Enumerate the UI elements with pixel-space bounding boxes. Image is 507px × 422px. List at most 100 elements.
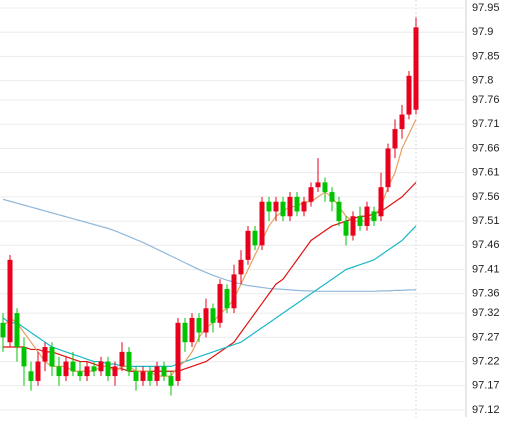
candle-body	[259, 201, 265, 246]
candle-body	[203, 308, 209, 333]
candle	[56, 356, 62, 386]
candle	[350, 211, 356, 241]
moving-average-line	[2, 225, 417, 368]
candle-body	[294, 196, 300, 212]
candle-body	[70, 361, 76, 372]
y-tick-label: 97.32	[472, 307, 500, 319]
candle-body	[7, 259, 13, 343]
candle	[182, 317, 188, 352]
candle	[238, 250, 244, 285]
candle-body	[266, 201, 272, 212]
moving-average-line	[3, 181, 417, 372]
candle-body	[245, 230, 251, 260]
candle-body	[133, 371, 139, 381]
candle-body	[35, 361, 41, 381]
y-tick-label: 97.76	[472, 94, 500, 106]
candle	[147, 366, 153, 386]
y-tick-label: 97.17	[472, 380, 500, 392]
candle	[98, 356, 104, 377]
candle	[329, 187, 335, 212]
candle-body	[238, 259, 244, 275]
candle	[259, 196, 265, 251]
candle	[217, 279, 223, 328]
candle-body	[189, 317, 195, 343]
candle-body	[357, 216, 363, 226]
candle-body	[301, 201, 307, 212]
candle-body	[399, 114, 405, 130]
candle	[203, 298, 209, 338]
candle-body	[406, 75, 412, 115]
candle	[119, 342, 125, 372]
candle-body	[84, 366, 90, 377]
candle-body	[280, 201, 286, 217]
candle-body	[343, 221, 349, 236]
candle-body	[322, 182, 328, 193]
candle	[210, 303, 216, 333]
candle	[175, 317, 181, 386]
candle-body	[140, 371, 146, 381]
candle-body	[175, 322, 181, 381]
y-tick-label: 97.56	[472, 191, 500, 203]
candle	[49, 342, 55, 377]
candle	[21, 337, 27, 386]
candle	[399, 104, 405, 139]
candle	[84, 361, 90, 381]
candle	[392, 119, 398, 159]
y-tick-label: 97.22	[472, 355, 500, 367]
grid	[0, 7, 466, 411]
candle	[378, 172, 384, 222]
y-tick-label: 97.46	[472, 239, 500, 251]
candle	[273, 196, 279, 222]
candle	[14, 308, 20, 362]
y-tick-label: 97.8	[472, 75, 493, 87]
candle-body	[308, 187, 314, 202]
candle-body	[21, 347, 27, 367]
candle	[322, 177, 328, 202]
candle-body	[77, 371, 83, 377]
candle	[280, 196, 286, 222]
candle	[91, 361, 97, 377]
candle-body	[252, 230, 258, 246]
candle-body	[112, 366, 118, 377]
candle	[126, 347, 132, 377]
candle	[336, 196, 342, 226]
candle-body	[98, 361, 104, 372]
candle-body	[28, 371, 34, 381]
y-tick-label: 97.66	[472, 142, 500, 154]
candle	[63, 356, 69, 381]
candle-body	[126, 351, 132, 372]
candle	[161, 361, 167, 381]
moving-average-line	[2, 198, 416, 292]
candle	[315, 158, 321, 193]
candle-body	[119, 351, 125, 367]
candle	[294, 192, 300, 217]
candle-body	[378, 187, 384, 217]
candle	[189, 313, 195, 348]
candle	[385, 143, 391, 193]
candle-body	[385, 148, 391, 188]
candle	[357, 206, 363, 231]
candle-body	[217, 284, 223, 323]
candle-body	[224, 288, 230, 309]
candle	[266, 196, 272, 222]
candle-body	[350, 216, 356, 236]
candle-body	[364, 206, 370, 226]
y-tick-label: 97.51	[472, 215, 500, 227]
candle	[105, 356, 111, 381]
y-tick-label: 97.95	[472, 2, 500, 14]
candle-body	[273, 201, 279, 212]
candle-body	[329, 192, 335, 202]
y-tick-label: 97.27	[472, 331, 500, 343]
candle	[168, 371, 174, 396]
candle	[343, 216, 349, 246]
candle	[301, 196, 307, 217]
candle	[364, 201, 370, 231]
y-tick-label: 97.41	[472, 263, 500, 275]
candle	[35, 351, 41, 386]
candle-body	[147, 371, 153, 381]
candle	[413, 17, 419, 115]
y-tick-label: 97.85	[472, 50, 500, 62]
candle	[231, 264, 237, 314]
